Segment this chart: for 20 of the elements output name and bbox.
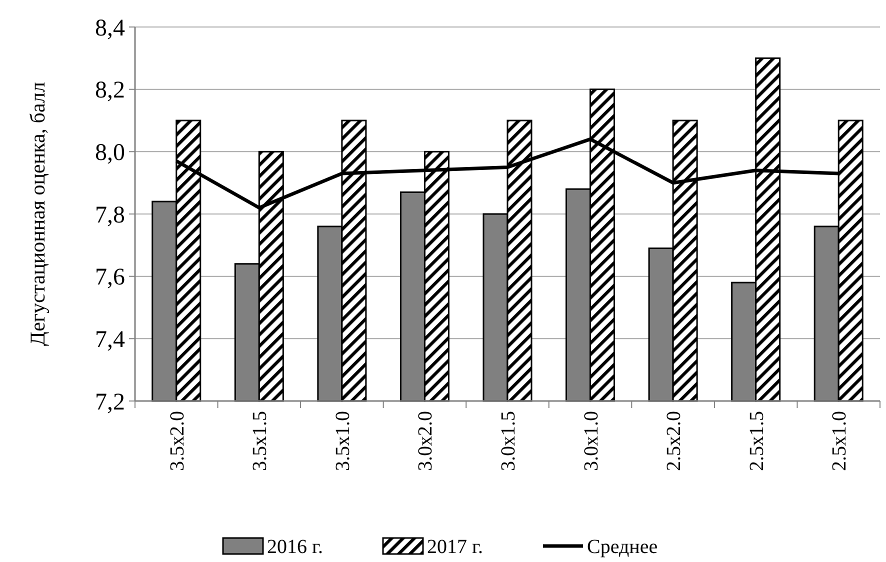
x-tick-label: 2.5x2.0 [663, 411, 686, 471]
y-tick-label: 7,2 [95, 389, 125, 416]
legend-label: 2016 г. [267, 536, 323, 558]
legend-label: 2017 г. [427, 536, 483, 558]
y-tick-label: 7,8 [95, 202, 125, 228]
x-tick-label: 2.5x1.5 [746, 411, 768, 471]
x-tick-label: 3.5x2.0 [166, 411, 188, 471]
y-tick-label: 7,6 [95, 264, 125, 291]
y-tick-label: 8,4 [95, 15, 125, 42]
x-tick-label: 3.0x1.0 [580, 411, 602, 471]
x-tick-label: 3.5x1.0 [332, 411, 354, 471]
x-tick-label: 3.0x1.5 [498, 411, 520, 471]
x-tick-label: 2.5x1.0 [828, 411, 851, 471]
y-tick-label: 8,0 [95, 140, 125, 166]
x-tick-label: 3.5x1.5 [249, 411, 272, 471]
legend-label: Среднее [587, 536, 658, 558]
x-tick-label: 3.0x2.0 [414, 411, 437, 471]
y-tick-label: 7,4 [95, 327, 125, 354]
y-tick-label: 8,2 [95, 78, 125, 104]
y-axis-title: Дегустационная оценка, балл [25, 82, 50, 346]
